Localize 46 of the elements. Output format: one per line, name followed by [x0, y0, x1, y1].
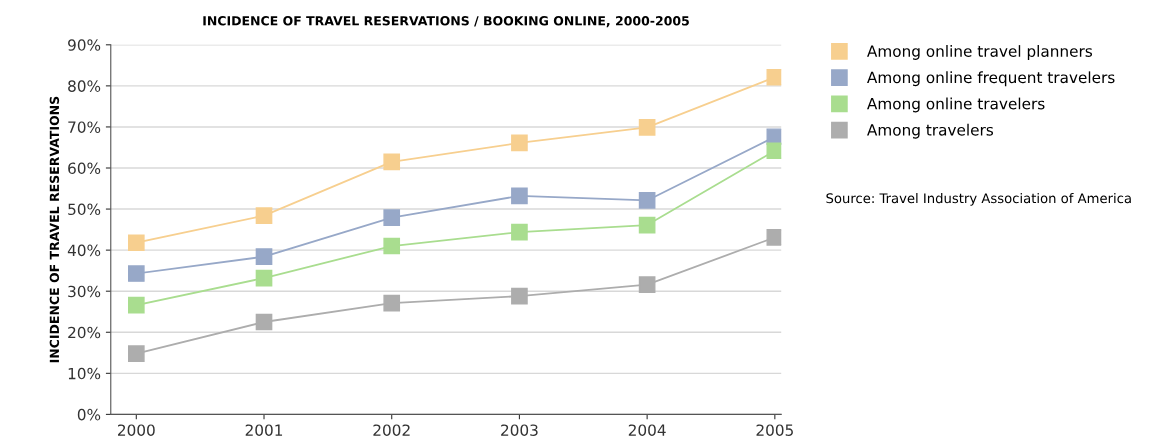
point [638, 119, 656, 136]
point [511, 223, 528, 241]
point [638, 192, 656, 209]
x-tick-label: 2004 [628, 424, 666, 436]
point [127, 234, 145, 252]
point [766, 68, 782, 86]
point [127, 265, 145, 282]
y-tick-label: 10% [68, 367, 101, 380]
legend-label: Among travelers [867, 123, 994, 139]
y-tick-label: 30% [68, 285, 101, 298]
x-tick-label: 2001 [245, 424, 283, 436]
point [511, 187, 528, 205]
point [255, 207, 273, 224]
point [638, 276, 656, 293]
source-note: Source: Travel Industry Association of America [826, 192, 1131, 206]
point [127, 345, 145, 362]
point [255, 313, 273, 331]
y-tick-label: 60% [68, 162, 101, 175]
point [383, 153, 401, 171]
point [127, 296, 145, 314]
y-tick-label: 90% [68, 39, 101, 51]
x-tick-label: 2002 [373, 424, 410, 436]
legend-label: Among online travel planners [867, 45, 1093, 60]
x-tick-label: 2000 [117, 424, 155, 436]
y-tick-label: 0% [77, 408, 101, 421]
y-tick-label: 50% [68, 203, 101, 216]
point [255, 269, 273, 287]
legend-label: Among online frequent travelers [867, 71, 1115, 87]
y-tick-label: 20% [68, 326, 101, 339]
point [766, 229, 782, 246]
point [638, 216, 656, 234]
point [383, 294, 401, 312]
y-tick-label: 70% [68, 121, 101, 133]
point [383, 209, 401, 227]
y-tick-label: 80% [68, 80, 101, 92]
y-axis-title: INCIDENCE OF TRAVEL RESERVATIONS [49, 96, 60, 363]
point [383, 237, 401, 255]
point [255, 248, 273, 266]
y-tick-label: 40% [67, 244, 101, 257]
x-tick-label: 2005 [756, 424, 793, 436]
point [511, 287, 528, 305]
x-tick-label: 2003 [501, 424, 538, 436]
chart-title: INCIDENCE OF TRAVEL RESERVATIONS / BOOKING ONLINE, 2000-2005 [203, 16, 689, 28]
legend-label: Among online travelers [867, 97, 1045, 113]
point [766, 142, 782, 160]
point [511, 134, 528, 152]
